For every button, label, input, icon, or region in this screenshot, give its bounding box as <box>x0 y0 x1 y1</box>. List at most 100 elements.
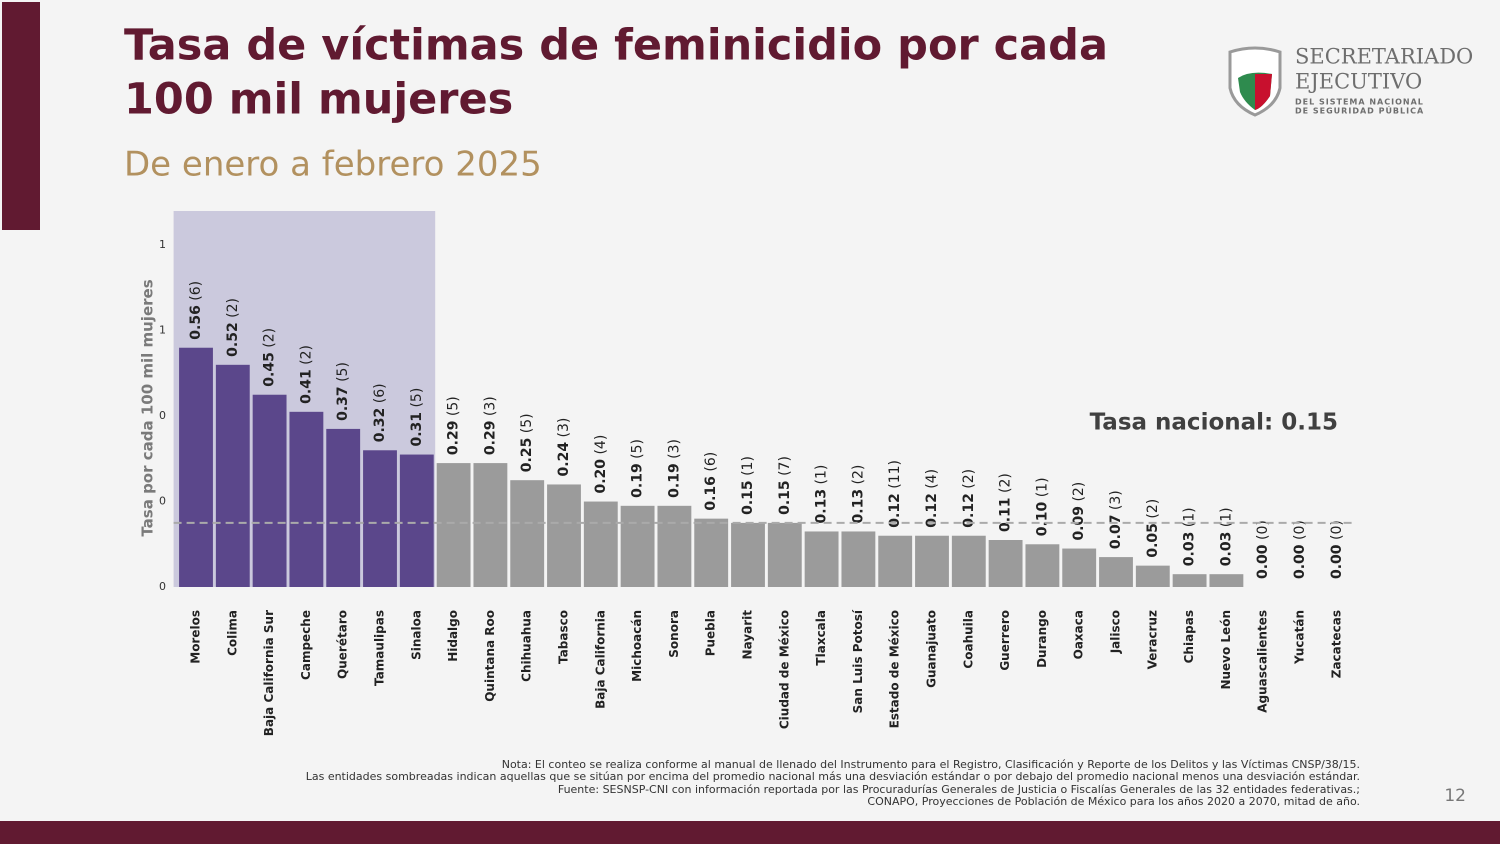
page-number: 12 <box>1444 786 1466 806</box>
annotation: Tasa nacional: 0.15 <box>1090 410 1338 436</box>
x-tick-label: Yucatán <box>1293 610 1307 665</box>
value-label-count: (6) <box>188 281 204 301</box>
y-tick-label: 0 <box>159 495 166 508</box>
x-tick-label: Querétaro <box>336 610 350 679</box>
value-label-number: 0.10 <box>1034 501 1050 536</box>
value-label-number: 0.45 <box>262 352 278 387</box>
value-label-number: 0.16 <box>703 476 719 511</box>
value-label: 0.09 (2) <box>1071 482 1087 541</box>
bar <box>436 463 471 587</box>
x-tick-label: Quintana Roo <box>483 610 497 702</box>
bar <box>399 454 434 587</box>
bar <box>767 522 802 587</box>
bar <box>583 501 618 587</box>
value-label-count: (1) <box>1182 507 1198 527</box>
x-tick-label: Jalisco <box>1109 610 1123 654</box>
bar <box>215 364 250 587</box>
value-label-number: 0.05 <box>1145 523 1161 558</box>
value-label-count: (1) <box>1034 477 1050 497</box>
bar <box>731 522 765 587</box>
value-label-number: 0.00 <box>1329 544 1345 579</box>
value-label-number: 0.12 <box>961 493 977 528</box>
bar <box>1135 565 1170 587</box>
value-label: 0.07 (3) <box>1108 490 1124 549</box>
x-tick-label: Michoacán <box>630 610 644 682</box>
x-tick-label: Nayarit <box>741 610 755 660</box>
x-tick-label: Veracruz <box>1145 610 1159 669</box>
value-label-number: 0.19 <box>666 463 682 498</box>
value-label: 0.00 (0) <box>1329 520 1345 579</box>
value-label: 0.03 (1) <box>1218 507 1234 566</box>
value-label-count: (0) <box>1329 520 1345 540</box>
x-tick-label: Puebla <box>704 610 718 656</box>
value-label: 0.05 (2) <box>1145 499 1161 558</box>
value-label: 0.45 (2) <box>262 328 278 387</box>
value-label-number: 0.24 <box>556 442 572 477</box>
value-label-count: (2) <box>298 345 314 365</box>
subtitle: De enero a febrero 2025 <box>124 145 542 185</box>
bar <box>988 540 1023 587</box>
note: CONAPO, Proyecciones de Población de Méx… <box>867 795 1360 808</box>
value-label-number: 0.32 <box>372 408 388 443</box>
value-label-number: 0.31 <box>409 412 425 447</box>
bar <box>289 411 324 587</box>
value-label: 0.00 (0) <box>1255 520 1271 579</box>
value-label-count: (1) <box>740 456 756 476</box>
value-label: 0.25 (5) <box>519 413 535 472</box>
value-label: 0.03 (1) <box>1182 507 1198 566</box>
y-axis-title: Tasa por cada 100 mil mujeres <box>139 279 157 536</box>
side-band <box>2 2 40 230</box>
x-tick-label: Sinaloa <box>409 610 423 660</box>
value-label-count: (3) <box>1108 490 1124 510</box>
bar <box>657 505 692 587</box>
value-label-number: 0.37 <box>335 386 351 421</box>
bar <box>1025 544 1060 587</box>
x-tick-label: Guanajuato <box>925 610 939 688</box>
value-label: 0.20 (4) <box>593 435 609 494</box>
value-label-number: 0.29 <box>482 421 498 456</box>
value-label-count: (2) <box>961 469 977 489</box>
y-tick-label: 0 <box>159 409 166 422</box>
logo-text: EJECUTIVO <box>1295 70 1422 94</box>
bar <box>694 518 729 587</box>
x-tick-label: Campeche <box>299 610 313 680</box>
x-tick-label: Coahuila <box>961 610 975 669</box>
value-label-count: (4) <box>924 469 940 489</box>
value-label-count: (5) <box>335 362 351 382</box>
value-label-count: (5) <box>446 396 462 416</box>
value-label-number: 0.29 <box>446 421 462 456</box>
value-label-count: (0) <box>1255 520 1271 540</box>
x-tick-label: Estado de México <box>888 610 902 728</box>
value-label-number: 0.56 <box>188 305 204 340</box>
bar <box>915 535 949 587</box>
x-tick-label: Ciudad de México <box>777 610 791 729</box>
notes: Nota: El conteo se realiza conforme al m… <box>306 758 1360 808</box>
x-tick-label: Chihuahua <box>520 610 534 682</box>
bar <box>547 484 581 587</box>
bar <box>179 347 213 587</box>
x-tick-label: Hidalgo <box>446 610 460 662</box>
value-label-count: (2) <box>262 328 278 348</box>
y-tick-label: 1 <box>159 324 166 337</box>
value-label: 0.15 (1) <box>740 456 756 515</box>
value-label-number: 0.15 <box>740 480 756 515</box>
x-tick-label: Sonora <box>667 610 681 658</box>
value-label-count: (5) <box>630 439 646 459</box>
value-label: 0.24 (3) <box>556 418 572 477</box>
bar <box>1062 548 1097 587</box>
value-label-count: (1) <box>1218 507 1234 527</box>
value-label-number: 0.25 <box>519 438 535 473</box>
value-label: 0.52 (2) <box>225 298 241 357</box>
value-label-number: 0.52 <box>225 322 241 357</box>
value-label-count: (2) <box>1145 499 1161 519</box>
value-label-number: 0.00 <box>1255 544 1271 579</box>
value-label: 0.31 (5) <box>409 388 425 447</box>
x-tick-label: Chiapas <box>1182 610 1196 663</box>
x-tick-label: Nuevo León <box>1219 610 1233 690</box>
value-label-count: (2) <box>998 473 1014 493</box>
value-label-number: 0.41 <box>298 369 314 404</box>
value-label-number: 0.03 <box>1218 532 1234 567</box>
bar <box>878 535 913 587</box>
logo-text: DE SEGURIDAD PÚBLICA <box>1295 105 1424 116</box>
x-tick-label: Zacatecas <box>1329 610 1343 678</box>
